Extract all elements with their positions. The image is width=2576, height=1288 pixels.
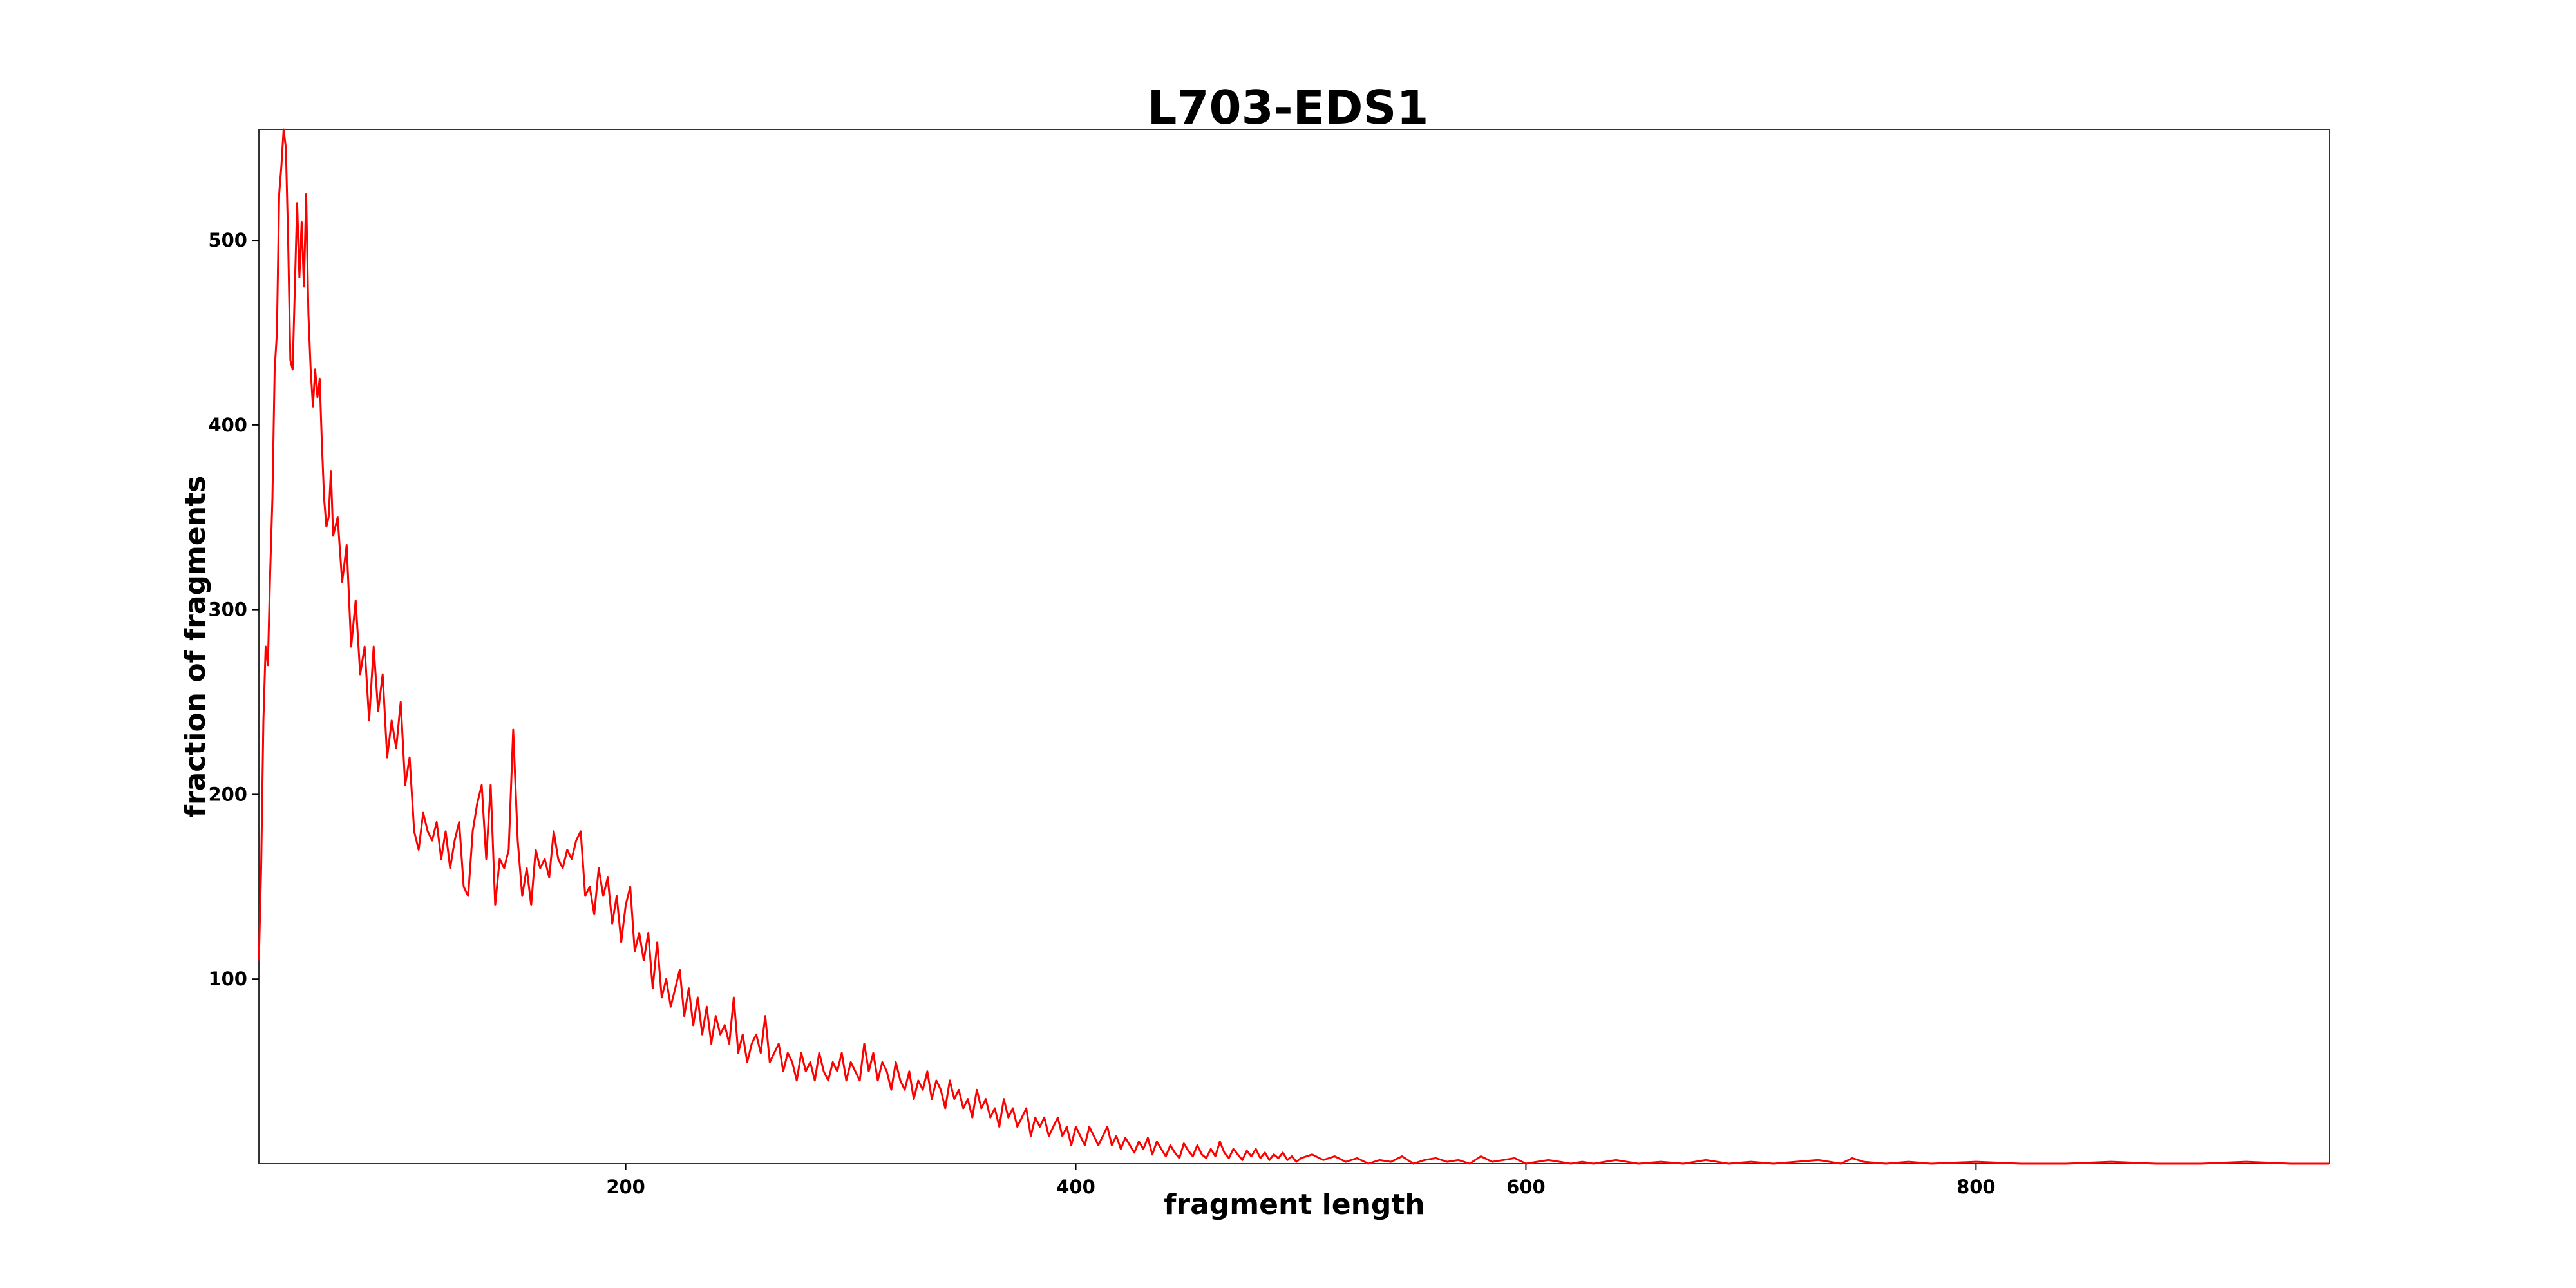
- x-tick-label: 600: [1506, 1176, 1546, 1198]
- y-tick-label: 500: [208, 229, 247, 251]
- y-tick-label: 100: [208, 968, 247, 990]
- chart-title: L703-EDS1: [1148, 80, 1429, 135]
- y-tick-label: 400: [208, 414, 247, 436]
- y-axis-label: fraction of fragments: [179, 476, 212, 818]
- x-tick-label: 800: [1956, 1176, 1996, 1198]
- x-axis-label: fragment length: [1164, 1188, 1425, 1221]
- y-tick-label: 200: [208, 783, 247, 805]
- plot-frame: [258, 129, 2330, 1164]
- x-tick-label: 400: [1056, 1176, 1095, 1198]
- series-line-0: [258, 128, 2329, 1165]
- axis-ticks: 200 400 600 800 100 200 300 400 500: [208, 229, 1995, 1198]
- y-tick-label: 300: [208, 599, 247, 621]
- x-tick-label: 200: [606, 1176, 645, 1198]
- series-layer: [258, 128, 2329, 1165]
